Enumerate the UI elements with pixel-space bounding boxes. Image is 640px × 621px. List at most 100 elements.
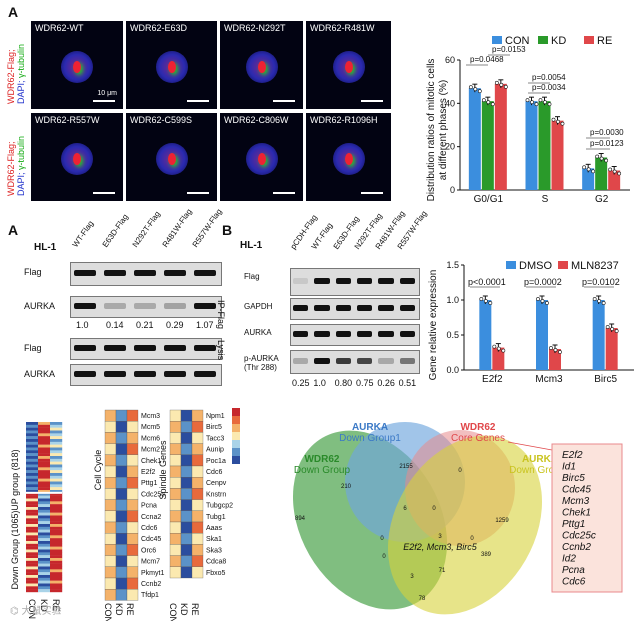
heatmap-cell [38, 589, 51, 593]
blot-band [74, 270, 96, 276]
blot-band [314, 305, 330, 311]
heatmap-cell [115, 555, 128, 567]
heatmap-cell [26, 515, 39, 519]
venn-label: Core Genes [451, 433, 505, 444]
heatmap-cell [38, 532, 51, 536]
heatmap-cell [26, 507, 39, 511]
heatmap-cell [50, 456, 63, 460]
venn-count: 894 [295, 516, 306, 522]
heatmap-cell [26, 526, 39, 530]
heatmap-group-label: Down Group (1065) [10, 510, 20, 589]
gene-label: Ccna2 [141, 514, 161, 521]
scale-bar [187, 192, 209, 194]
panel-letter-a-mid: A [8, 222, 19, 238]
column-label: RE [190, 603, 200, 616]
venn-count: 71 [439, 568, 446, 574]
heatmap-cell [115, 409, 128, 422]
heatmap-cell [26, 563, 39, 567]
panel-letter-b: B [222, 222, 233, 238]
heatmap-cell [50, 507, 63, 511]
x-tick-label: S [542, 194, 549, 205]
blot-band [378, 331, 394, 337]
heatmap-cell [26, 450, 39, 454]
venn-label: AURKA [522, 454, 558, 465]
heatmap-cell [26, 436, 39, 440]
venn-count: 1259 [495, 518, 509, 524]
gene-label: Cdc6 [206, 469, 222, 476]
gene-label: Poc1a [206, 458, 226, 465]
heatmap-cell [50, 441, 63, 445]
data-point [547, 102, 552, 107]
column-label: RE [51, 599, 61, 612]
heatmap-cell [126, 488, 139, 500]
data-point [558, 350, 562, 354]
heatmap-cell [191, 555, 204, 567]
venn-label: Down Group2 [509, 465, 571, 476]
heatmap-cell [38, 538, 51, 542]
data-point [549, 346, 553, 350]
heatmap-cell [104, 544, 117, 556]
heatmap-cell [50, 447, 63, 451]
heatmap-divider [26, 491, 62, 494]
heatmap-cell [50, 495, 63, 499]
spindle-signal [257, 153, 266, 165]
heatmap-cell [26, 441, 39, 445]
gene-label: Tubg1 [206, 514, 226, 521]
heatmap-cell [38, 521, 51, 525]
spindle-signal [257, 61, 266, 73]
heatmap-cell [50, 580, 63, 584]
heatmap-cell [191, 421, 204, 433]
blot-strip [70, 296, 222, 318]
gene-label: Mcm5 [141, 424, 160, 431]
gene-label: Tubgcp2 [206, 503, 233, 510]
scale-bar [93, 100, 115, 102]
bar-MLN8237 [549, 349, 561, 370]
heatmap-cell [169, 421, 182, 433]
heatmap-title: Cell Cycle [93, 450, 103, 491]
blot-strip [290, 350, 420, 374]
scale-label: 10 μm [97, 90, 117, 97]
data-point [503, 84, 508, 89]
heatmap-cell [38, 529, 51, 533]
y-axis-title: Gene relative expression [428, 270, 439, 381]
blot-band [357, 331, 373, 337]
heatmap-cell [26, 586, 39, 590]
heatmap-cell [191, 443, 204, 455]
heatmap-cell [26, 549, 39, 553]
bar-MLN8237 [492, 347, 505, 370]
lane-label: N292T-Flag [130, 209, 162, 249]
bar-KD [538, 101, 551, 190]
blot-band [134, 345, 156, 351]
blot-band [378, 358, 394, 364]
data-point [481, 98, 486, 103]
watermark: ⌬ 大鼠实验 [10, 606, 62, 617]
heatmap-cell [26, 501, 39, 505]
venn-count: 0 [458, 468, 462, 474]
color-scale-step [232, 408, 240, 416]
spindle-signal [344, 61, 353, 73]
heatmap-cell [191, 477, 204, 489]
heatmap-cell [104, 566, 117, 579]
dapi-label-2: DAPI; [16, 172, 26, 196]
heatmap-cell [191, 465, 204, 478]
heatmap-cell [26, 478, 39, 482]
heatmap-cell [50, 560, 63, 564]
gene-label: Orc6 [141, 547, 156, 554]
scale-bar [93, 192, 115, 194]
heatmap-cell [26, 473, 39, 477]
image-label: WDR62-C599S [130, 115, 193, 125]
heatmap-cell [38, 546, 51, 550]
gene-label: Mcm2 [141, 447, 160, 454]
heatmap-cell [50, 484, 63, 488]
heatmap-cell [169, 555, 182, 567]
column-label: CON [27, 599, 37, 619]
heatmap-cell [38, 586, 51, 590]
watermark-icon: ⌬ [10, 606, 19, 617]
heatmap-cell [26, 484, 39, 488]
heatmap-cell [126, 454, 139, 467]
heatmap-cell [26, 424, 39, 428]
heatmap-cell [115, 589, 128, 601]
heatmap-cell [50, 555, 63, 559]
heatmap-cell [115, 432, 128, 444]
heatmap-cell [50, 439, 63, 443]
